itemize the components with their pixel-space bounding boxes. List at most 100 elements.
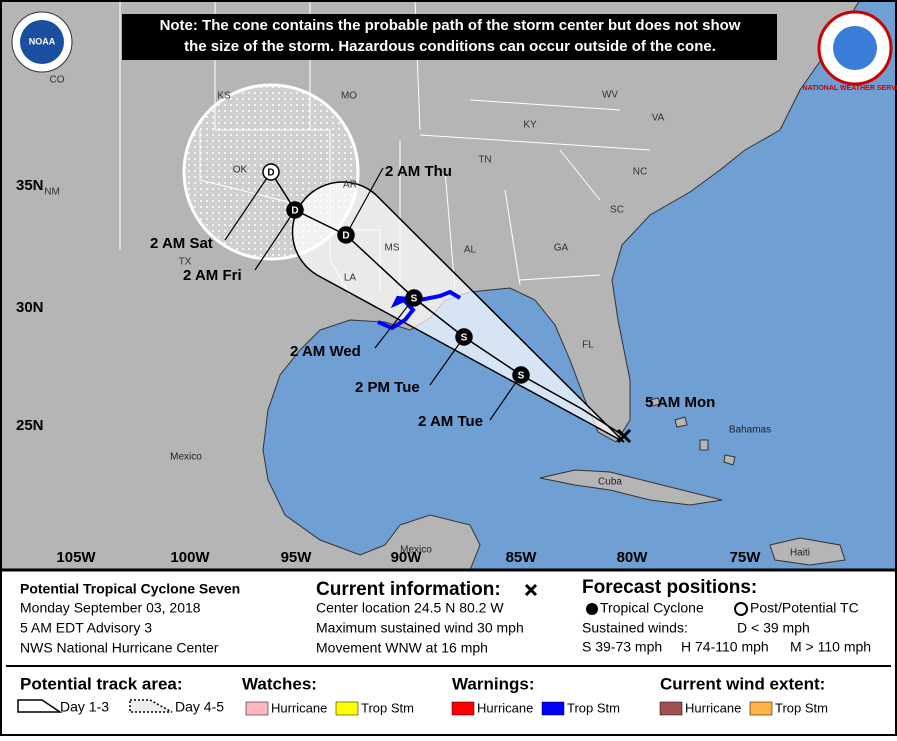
position-label: 2 AM Thu [385, 163, 452, 180]
position-label: 5 AM Mon [645, 394, 715, 411]
leader-line [489, 374, 522, 421]
position-marker [405, 289, 423, 307]
position-label: 2 AM Tue [418, 413, 483, 430]
info-line: NWS National Hurricane Center [20, 640, 219, 656]
state-label: GA [554, 243, 569, 254]
position-marker [337, 226, 355, 244]
state-label: AL [464, 245, 477, 256]
legend-swatch [451, 701, 475, 716]
lon-label: 100W [170, 549, 210, 566]
state-label: NC [633, 167, 647, 178]
nws-logo [817, 10, 893, 86]
note-text: the size of the storm. Hazardous conditi… [184, 38, 716, 55]
lon-label: 85W [506, 549, 538, 566]
current-icon [524, 583, 538, 597]
state-label: CO [50, 75, 65, 86]
position-marker [512, 366, 530, 384]
warning-line [377, 289, 462, 331]
lon-label: 90W [391, 549, 423, 566]
forecast-item: M > 110 mph [790, 639, 871, 655]
state-label: NM [44, 187, 60, 198]
lon-label: 75W [730, 549, 762, 566]
position-symbol: S [461, 333, 468, 344]
bahamas [649, 397, 736, 466]
hispaniola [769, 537, 846, 566]
position-symbol: S [411, 294, 418, 305]
legend-swatch [541, 701, 565, 716]
place-label: Haiti [790, 548, 810, 559]
forecast-item: Post/Potential TC [750, 600, 859, 616]
legend-swatch [749, 701, 773, 716]
lat-label: 35N [16, 177, 44, 194]
legend-item: Trop Stm [775, 700, 828, 715]
lat-label: 25N [16, 417, 44, 434]
leader-line [254, 209, 296, 271]
forecast-item: Tropical Cyclone [600, 600, 704, 616]
place-label: Cuba [598, 477, 622, 488]
position-marker [455, 328, 473, 346]
state-label: VA [652, 113, 665, 124]
state-label: KS [217, 91, 231, 102]
logo-text: NOAA [29, 36, 56, 46]
state-label: MO [341, 91, 357, 102]
position-marker [262, 163, 280, 181]
forecast-item: Sustained winds: [582, 620, 688, 636]
state-label: OK [233, 165, 248, 176]
leader-line [429, 336, 465, 386]
current-line: Movement WNW at 16 mph [316, 640, 488, 656]
leader-line [345, 167, 384, 236]
lon-label: 95W [281, 549, 313, 566]
place-label: Mexico [400, 545, 432, 556]
position-symbol: D [267, 168, 274, 179]
day13-cone [291, 181, 625, 443]
legend-item: Day 1-3 [60, 699, 109, 715]
legend-item: Hurricane [477, 700, 533, 715]
legend-swatch [335, 701, 359, 716]
day13-icon [17, 699, 63, 713]
forecast-item: H 74-110 mph [681, 639, 769, 655]
leader-line [224, 171, 272, 241]
state-label: TX [179, 257, 192, 268]
legend-item: Hurricane [685, 700, 741, 715]
state-label: SC [610, 205, 624, 216]
legend-heading: Potential track area: [20, 674, 183, 693]
legend-heading: Watches: [242, 674, 317, 693]
legend-item: Hurricane [271, 700, 327, 715]
state-label: WV [602, 90, 618, 101]
track-line [270, 171, 625, 437]
position-label: 2 AM Wed [290, 343, 361, 360]
noaa-logo [11, 11, 73, 73]
position-label: 2 PM Tue [355, 379, 420, 396]
cuba [539, 469, 723, 506]
current-line: Maximum sustained wind 30 mph [316, 620, 524, 636]
legend-heading: Warnings: [452, 674, 534, 693]
position-marker [286, 201, 304, 219]
forecast-heading: Forecast positions: [582, 577, 757, 598]
lon-label: 80W [617, 549, 649, 566]
legend-item: Trop Stm [567, 700, 620, 715]
legend-item: Day 4-5 [175, 699, 224, 715]
ptc-icon [734, 602, 748, 616]
place-label: Bahamas [729, 425, 771, 436]
place-label: Mexico [170, 452, 202, 463]
position-label: 2 AM Sat [150, 235, 213, 252]
position-symbol: D [342, 231, 349, 242]
legend-swatch [659, 701, 683, 716]
current-heading: Current information: [316, 579, 501, 600]
legend-heading: Current wind extent: [660, 674, 825, 693]
current-line: Center location 24.5 N 80.2 W [316, 600, 504, 616]
state-label: TN [478, 155, 491, 166]
logo-text: NATIONAL WEATHER SERVICE [803, 85, 897, 92]
info-line: Monday September 03, 2018 [20, 600, 201, 616]
position-label: 2 AM Fri [183, 267, 242, 284]
state-label: KY [523, 120, 537, 131]
position-symbol: D [291, 206, 298, 217]
note-text: Note: The cone contains the probable pat… [160, 17, 741, 34]
state-label: LA [344, 273, 357, 284]
leader-line [374, 297, 415, 349]
current-position [616, 428, 632, 444]
state-label: FL [582, 340, 594, 351]
forecast-item: S 39-73 mph [582, 639, 662, 655]
